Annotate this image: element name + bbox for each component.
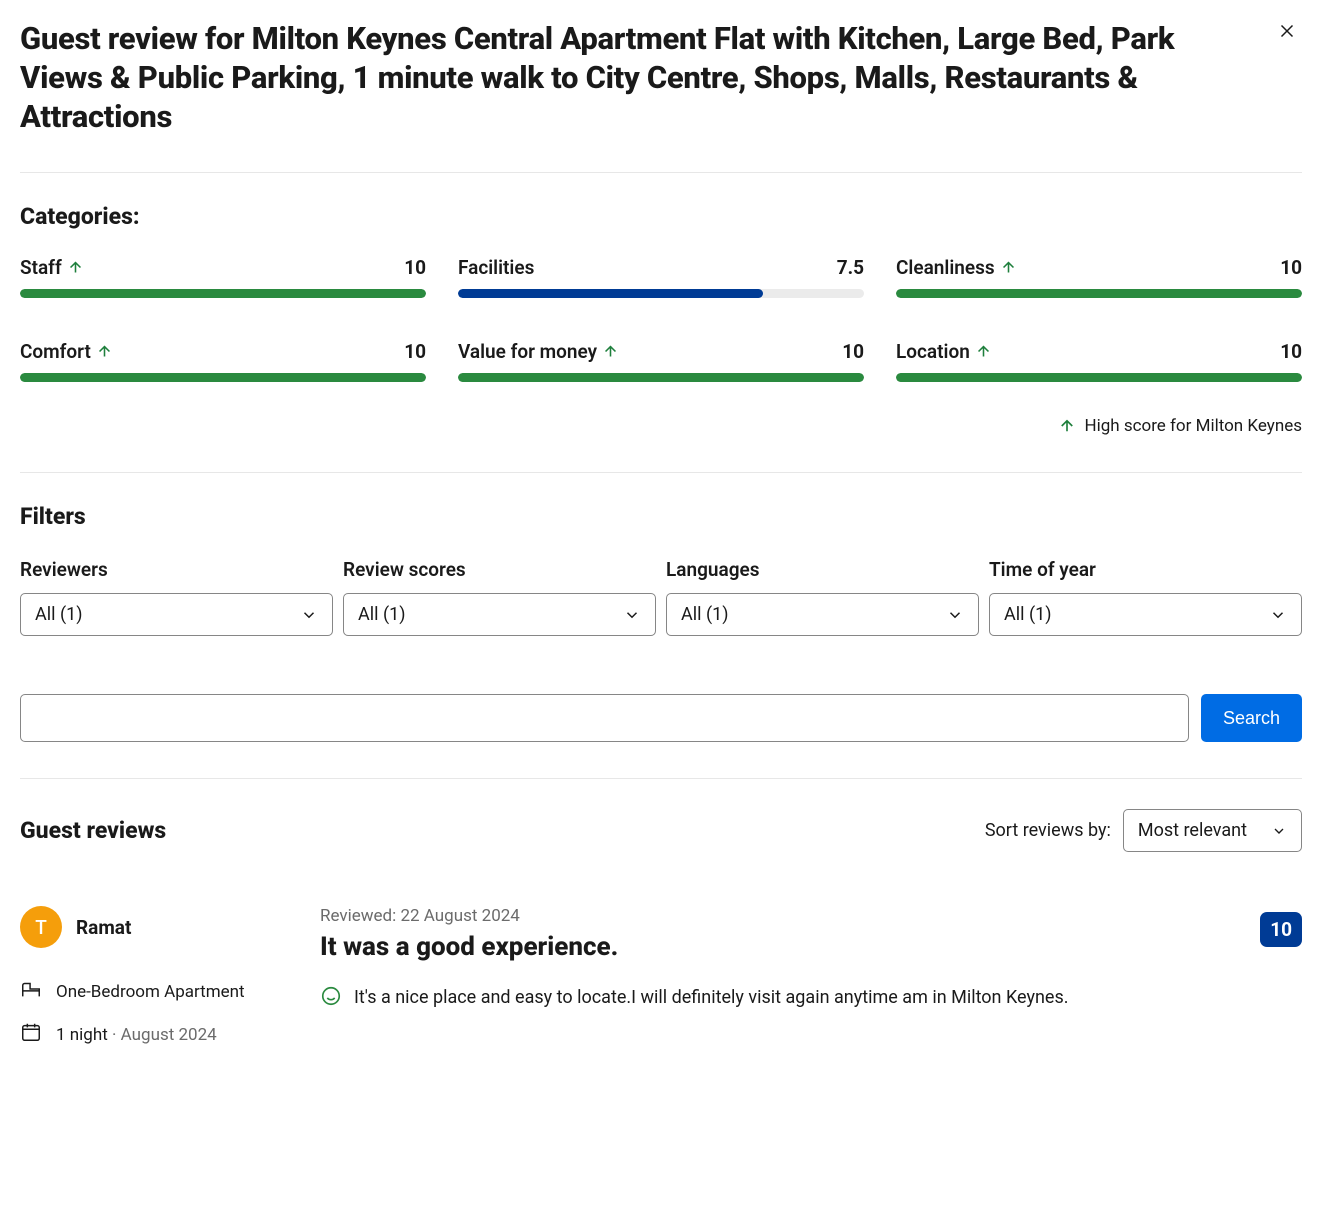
category-name: Comfort: [20, 340, 91, 363]
filter-label: Time of year: [989, 558, 1302, 581]
highscore-text: High score for Milton Keynes: [1084, 416, 1302, 436]
chevron-down-icon: [623, 606, 641, 624]
score-bar-fill: [20, 289, 426, 298]
filter-value: All (1): [1004, 604, 1052, 625]
page-title: Guest review for Milton Keynes Central A…: [20, 20, 1262, 136]
search-button[interactable]: Search: [1201, 694, 1302, 742]
category-name: Value for money: [458, 340, 597, 363]
category-score: 10: [1280, 340, 1302, 363]
divider: [20, 778, 1302, 779]
score-bar-track: [20, 373, 426, 382]
chevron-down-icon: [1271, 823, 1287, 839]
category-label: Value for money: [458, 340, 619, 363]
review-date: Reviewed: 22 August 2024: [320, 906, 1302, 926]
filter-value: All (1): [681, 604, 729, 625]
score-bar-track: [896, 373, 1302, 382]
filter-select[interactable]: All (1): [989, 593, 1302, 636]
filter-value: All (1): [358, 604, 406, 625]
smile-icon: [320, 985, 342, 1015]
divider: [20, 172, 1302, 173]
category-label: Staff: [20, 256, 84, 279]
category-item: Location 10: [896, 340, 1302, 382]
category-name: Staff: [20, 256, 62, 279]
score-badge: 10: [1260, 912, 1302, 947]
arrow-up-icon: [1058, 417, 1076, 435]
category-score: 10: [404, 340, 426, 363]
arrow-up-icon: [602, 343, 619, 360]
divider: [20, 472, 1302, 473]
category-label: Cleanliness: [896, 256, 1017, 279]
sort-label: Sort reviews by:: [985, 820, 1111, 841]
filters-heading: Filters: [20, 503, 1302, 530]
category-label: Facilities: [458, 256, 534, 279]
stay-duration-row: 1 night · August 2024: [20, 1021, 288, 1048]
calendar-icon: [20, 1021, 42, 1048]
close-button[interactable]: [1272, 20, 1302, 46]
chevron-down-icon: [946, 606, 964, 624]
category-score: 10: [842, 340, 864, 363]
arrow-up-icon: [1000, 259, 1017, 276]
category-score: 10: [404, 256, 426, 279]
sort-select[interactable]: Most relevant: [1123, 809, 1302, 852]
room-type-row: One-Bedroom Apartment: [20, 978, 288, 1005]
chevron-down-icon: [1269, 606, 1287, 624]
score-bar-fill: [896, 289, 1302, 298]
arrow-up-icon: [67, 259, 84, 276]
category-label: Location: [896, 340, 992, 363]
filter-select[interactable]: All (1): [666, 593, 979, 636]
score-bar-track: [20, 289, 426, 298]
filter-group: Review scores All (1): [343, 558, 656, 636]
category-label: Comfort: [20, 340, 113, 363]
category-name: Facilities: [458, 256, 534, 279]
highscore-note: High score for Milton Keynes: [20, 416, 1302, 436]
reviewer-column: T Ramat One-Bedroom Apartment 1 night · …: [20, 906, 288, 1064]
filter-select[interactable]: All (1): [343, 593, 656, 636]
filter-label: Languages: [666, 558, 979, 581]
filter-select[interactable]: All (1): [20, 593, 333, 636]
category-score: 10: [1280, 256, 1302, 279]
filter-label: Review scores: [343, 558, 656, 581]
chevron-down-icon: [300, 606, 318, 624]
filter-group: Reviewers All (1): [20, 558, 333, 636]
category-item: Cleanliness 10: [896, 256, 1302, 298]
category-item: Staff 10: [20, 256, 426, 298]
stay-nights: 1 night: [56, 1025, 108, 1045]
score-bar-track: [458, 289, 864, 298]
review-title: It was a good experience.: [320, 932, 1302, 962]
arrow-up-icon: [975, 343, 992, 360]
filter-label: Reviewers: [20, 558, 333, 581]
category-name: Cleanliness: [896, 256, 995, 279]
review-body: 10 Reviewed: 22 August 2024 It was a goo…: [320, 906, 1302, 1064]
close-icon: [1276, 18, 1298, 48]
review-text: It's a nice place and easy to locate.I w…: [354, 984, 1069, 1011]
filters-row: Reviewers All (1) Review scores All (1) …: [20, 558, 1302, 636]
arrow-up-icon: [96, 343, 113, 360]
score-bar-track: [458, 373, 864, 382]
filter-group: Time of year All (1): [989, 558, 1302, 636]
category-name: Location: [896, 340, 970, 363]
category-item: Comfort 10: [20, 340, 426, 382]
bed-icon: [20, 978, 42, 1005]
score-bar-track: [896, 289, 1302, 298]
reviews-list: T Ramat One-Bedroom Apartment 1 night · …: [20, 906, 1302, 1064]
filter-group: Languages All (1): [666, 558, 979, 636]
guest-reviews-heading: Guest reviews: [20, 817, 166, 844]
filter-value: All (1): [35, 604, 83, 625]
category-item: Facilities 7.5: [458, 256, 864, 298]
stay-date: August 2024: [121, 1025, 217, 1045]
search-input[interactable]: [20, 694, 1189, 742]
score-bar-fill: [458, 289, 763, 298]
category-score: 7.5: [837, 256, 864, 279]
score-bar-fill: [896, 373, 1302, 382]
review-card: T Ramat One-Bedroom Apartment 1 night · …: [20, 906, 1302, 1064]
sort-value: Most relevant: [1138, 820, 1247, 841]
reviewer-name: Ramat: [76, 916, 131, 939]
category-item: Value for money 10: [458, 340, 864, 382]
categories-heading: Categories:: [20, 203, 1302, 230]
avatar: T: [20, 906, 62, 948]
categories-grid: Staff 10 Facilities 7.5 Cleanliness 10: [20, 256, 1302, 382]
room-type: One-Bedroom Apartment: [56, 982, 245, 1002]
score-bar-fill: [458, 373, 864, 382]
score-bar-fill: [20, 373, 426, 382]
